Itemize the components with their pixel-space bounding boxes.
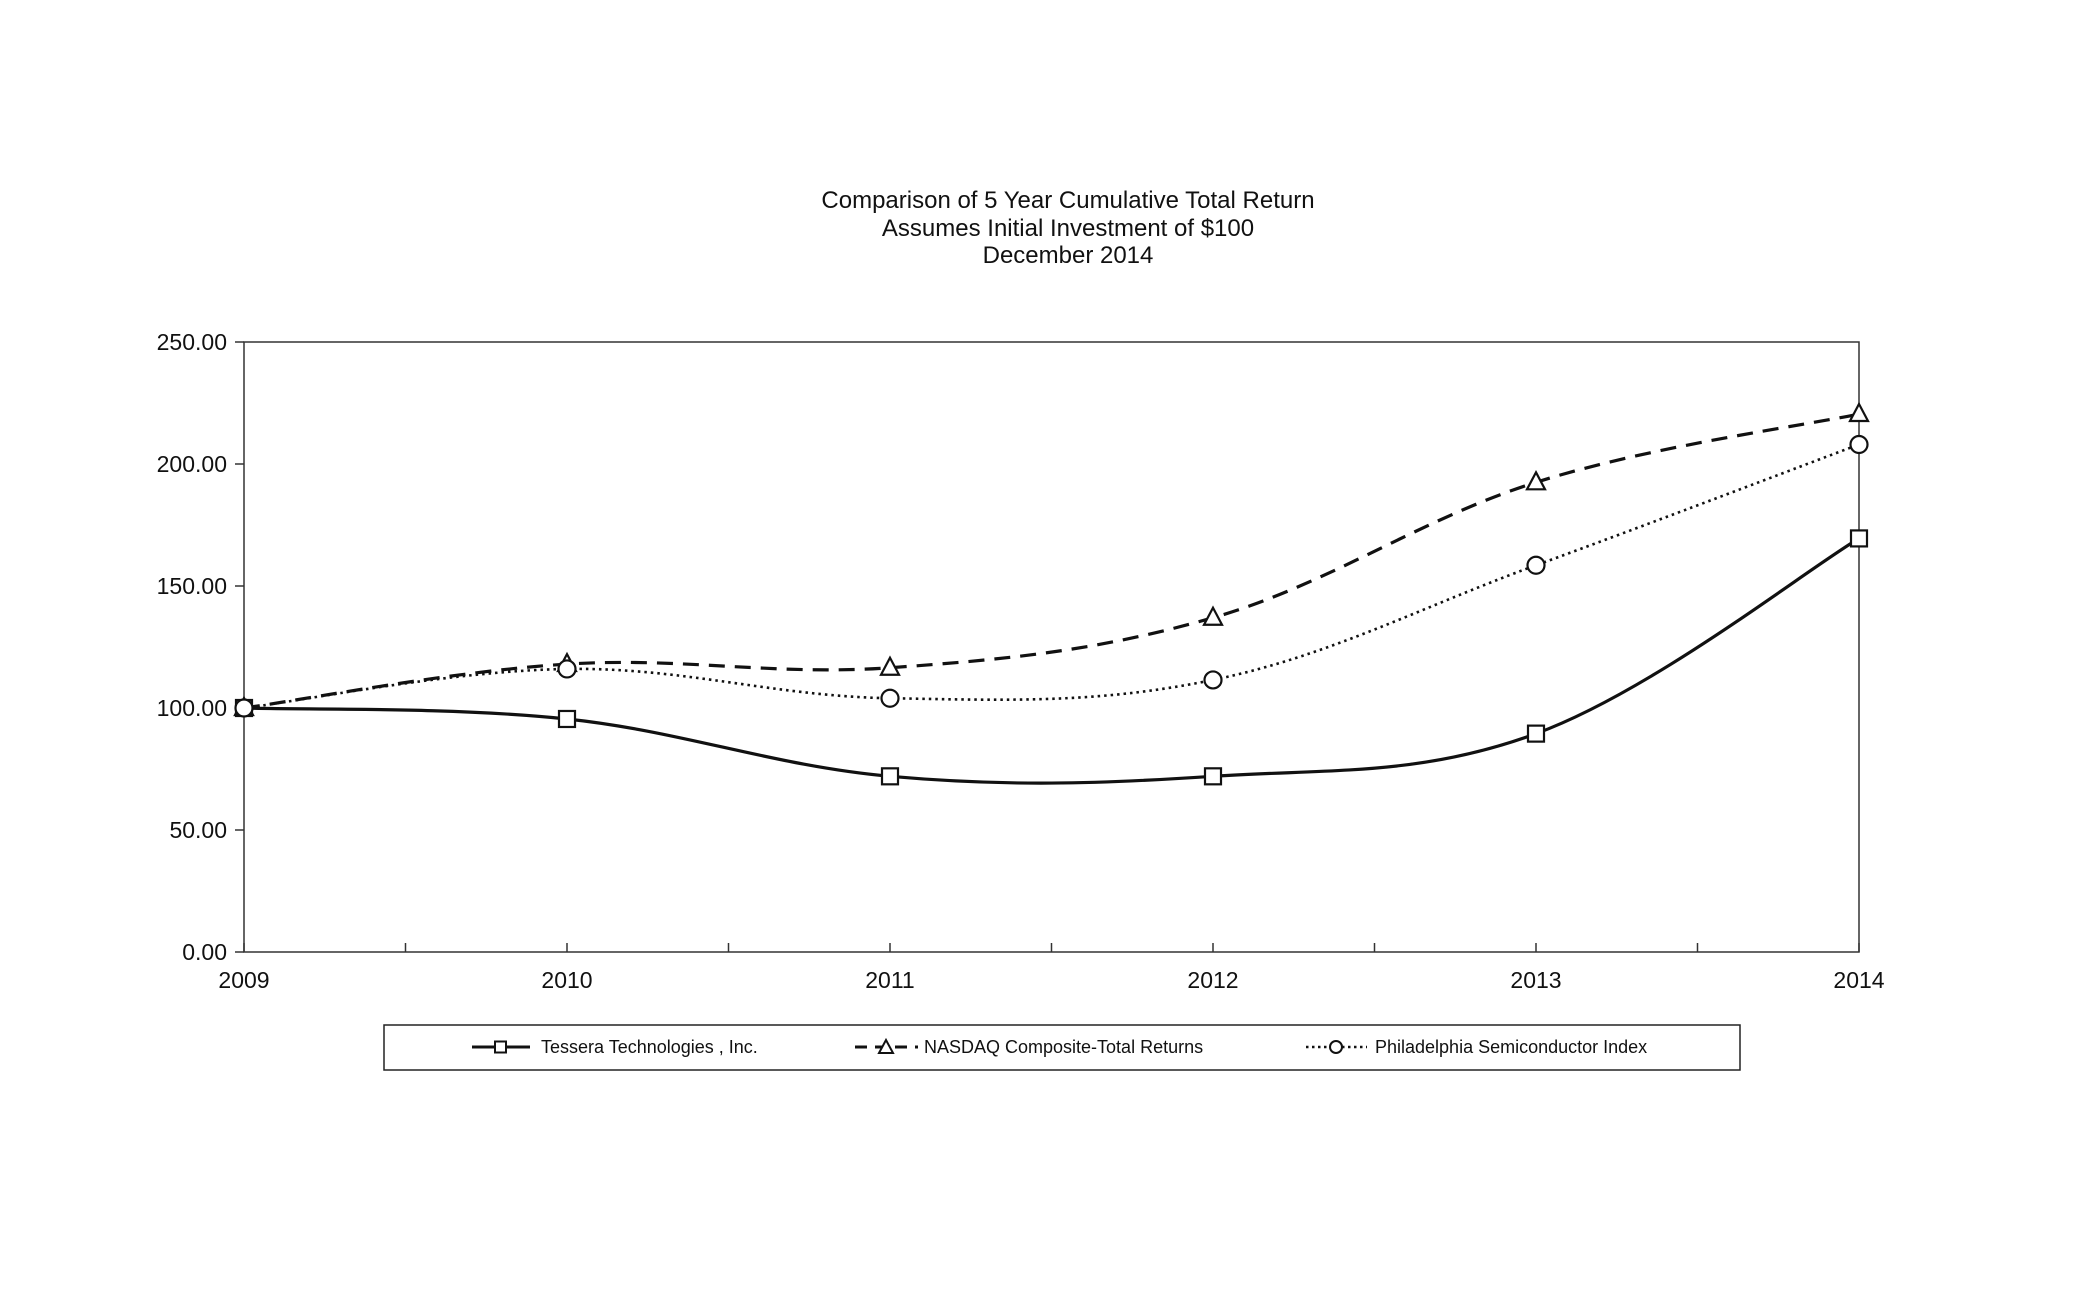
data-point-philadelphia-semiconductor-index-2013 [1526,555,1546,575]
x-tick-label: 2013 [1510,967,1561,993]
x-tick-label: 2009 [218,967,269,993]
chart-subtitle-date: December 2014 [983,242,1154,269]
data-point-philadelphia-semiconductor-index-2011 [880,688,900,708]
y-tick-label: 0.00 [182,939,227,965]
plot-area-frame [243,341,1860,953]
legend-box [383,1024,1741,1071]
legend-swatch-marker-nasdaq [877,1037,895,1054]
legend-label-nasdaq: NASDAQ Composite-Total Returns [924,1037,1203,1057]
x-tick-label: 2010 [541,967,592,993]
series-line-philadelphia-semiconductor-index [243,443,1860,710]
y-tick-label: 100.00 [157,695,227,721]
data-point-tessera-technologies-inc-2010 [557,709,577,729]
data-point-tessera-technologies-inc-2013 [1526,724,1546,743]
legend-swatch-marker-tessera [494,1040,507,1054]
legend-swatch-marker-sox [1329,1040,1343,1054]
y-tick-label: 50.00 [169,817,227,843]
data-point-nasdaq-composite-total-returns-2011 [879,655,901,676]
x-tick-label: 2014 [1833,967,1884,993]
data-point-nasdaq-composite-total-returns-2012 [1202,605,1224,626]
x-tick-label: 2012 [1187,967,1238,993]
data-point-nasdaq-composite-total-returns-2014 [1848,401,1870,423]
data-point-philadelphia-semiconductor-index-2010 [557,659,577,679]
legend: Tessera Technologies , Inc. NASDAQ Compo… [383,1024,1741,1071]
legend-label-tessera: Tessera Technologies , Inc. [541,1037,758,1057]
y-tick-label: 150.00 [157,573,227,599]
data-point-philadelphia-semiconductor-index-2009 [234,698,254,718]
series-line-tessera-technologies-inc [243,537,1860,785]
y-tick-label: 250.00 [157,329,227,355]
series-lines [243,412,1860,785]
x-axis: 2009 2010 2011 2012 2013 2014 [218,943,1885,993]
legend-label-sox: Philadelphia Semiconductor Index [1375,1037,1647,1057]
series-markers [233,401,1870,786]
chart-title: Comparison of 5 Year Cumulative Total Re… [821,187,1314,214]
series-line-nasdaq-composite-total-returns [243,412,1860,710]
x-tick-label: 2011 [865,967,914,993]
data-point-tessera-technologies-inc-2012 [1203,767,1223,786]
chart-subtitle-investment: Assumes Initial Investment of $100 [882,215,1254,242]
data-point-tessera-technologies-inc-2011 [880,767,900,786]
y-tick-label: 200.00 [157,451,227,477]
y-axis: 0.00 50.00 100.00 150.00 200.00 250.00 [157,329,244,965]
data-point-tessera-technologies-inc-2014 [1849,529,1869,548]
data-point-nasdaq-composite-total-returns-2013 [1525,469,1547,491]
data-point-philadelphia-semiconductor-index-2014 [1849,434,1869,455]
data-point-philadelphia-semiconductor-index-2012 [1203,670,1223,690]
